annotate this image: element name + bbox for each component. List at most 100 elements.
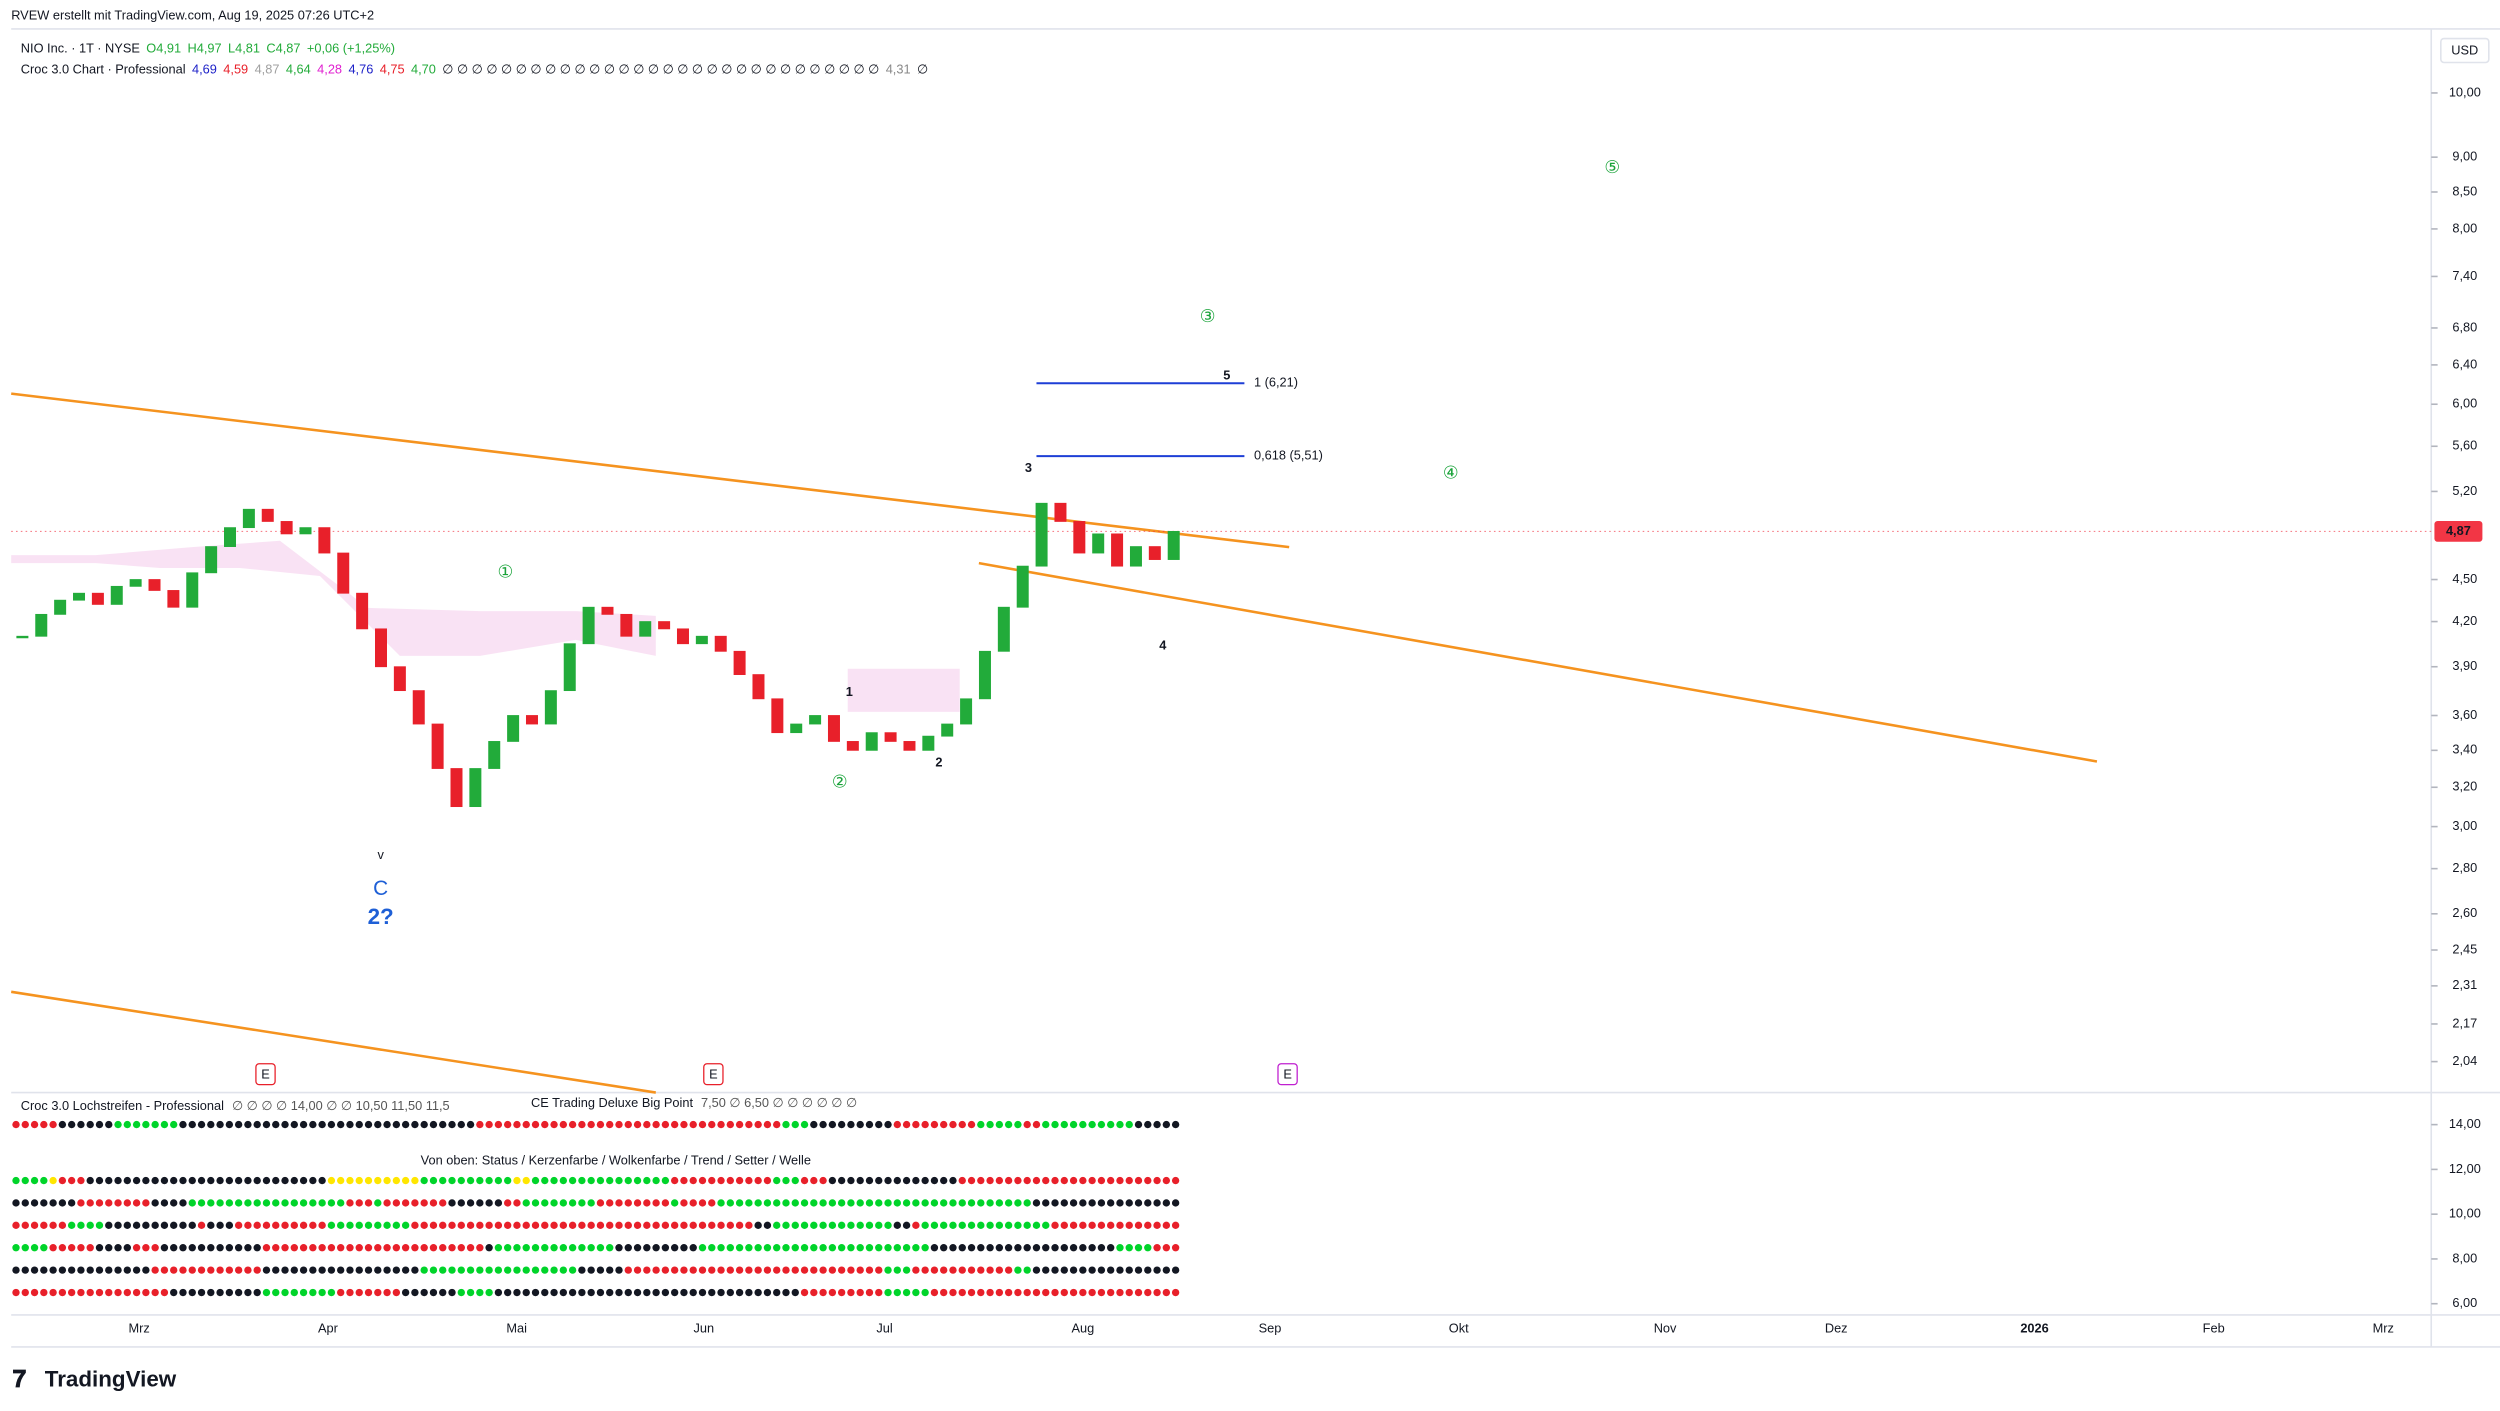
status-dot	[253, 1176, 261, 1185]
status-dot	[578, 1120, 586, 1129]
status-dot	[633, 1266, 642, 1274]
status-dot	[40, 1244, 48, 1252]
status-dot	[735, 1120, 744, 1129]
status-dot	[1107, 1221, 1115, 1230]
status-dot	[726, 1176, 735, 1185]
status-dot	[114, 1266, 122, 1274]
status-dot	[1051, 1221, 1059, 1230]
status-dot	[86, 1221, 94, 1230]
status-dot	[272, 1244, 280, 1252]
status-dot	[559, 1176, 568, 1185]
status-dot	[810, 1244, 818, 1252]
status-dot	[401, 1199, 410, 1207]
status-dot	[875, 1221, 883, 1230]
status-dot	[837, 1244, 846, 1252]
status-dot	[30, 1120, 39, 1129]
y-tick-label: 8,00	[2452, 1250, 2477, 1265]
status-dot	[986, 1199, 994, 1207]
currency-box[interactable]	[2440, 37, 2490, 64]
status-dot	[763, 1176, 772, 1185]
status-dot	[884, 1176, 892, 1185]
status-dot	[578, 1221, 586, 1230]
status-dot	[773, 1199, 781, 1207]
status-dot	[967, 1120, 976, 1129]
status-dot	[550, 1244, 558, 1252]
status-dot	[142, 1266, 150, 1274]
status-dot	[791, 1120, 799, 1129]
x-tick-label: Feb	[2203, 1321, 2225, 1336]
indicator-value: 4,70	[411, 62, 436, 77]
lower-pane-name: Croc 3.0 Lochstreifen - Professional	[21, 1098, 224, 1113]
status-dot	[1060, 1176, 1068, 1185]
status-dot	[977, 1199, 985, 1207]
status-dot	[439, 1176, 447, 1185]
status-dot	[791, 1176, 799, 1185]
status-dot	[531, 1120, 540, 1129]
trend-line[interactable]	[10, 990, 656, 1094]
status-dot	[420, 1120, 428, 1129]
status-dot	[912, 1199, 920, 1207]
status-dot	[624, 1244, 632, 1252]
status-dot	[986, 1244, 994, 1252]
status-dot	[763, 1120, 772, 1129]
status-dot	[930, 1288, 939, 1297]
status-dot	[299, 1120, 308, 1129]
status-dot	[1079, 1288, 1087, 1297]
status-dot	[828, 1244, 837, 1252]
status-dot	[448, 1244, 456, 1252]
status-dot	[782, 1120, 790, 1129]
status-dot	[1134, 1176, 1143, 1185]
status-dot	[244, 1199, 252, 1207]
status-dot	[503, 1120, 512, 1129]
status-dot	[735, 1288, 744, 1297]
status-dot	[476, 1199, 484, 1207]
status-dot	[466, 1120, 475, 1129]
status-dot	[1125, 1266, 1133, 1274]
status-dot	[1107, 1120, 1115, 1129]
status-dot	[86, 1199, 94, 1207]
status-dot	[392, 1266, 401, 1274]
status-dot	[1088, 1288, 1096, 1297]
status-dot	[132, 1244, 141, 1252]
status-dot	[902, 1244, 911, 1252]
y-tick-label: 3,90	[2452, 658, 2477, 673]
indicator-value: 4,75	[380, 62, 405, 77]
status-dot	[1060, 1266, 1068, 1274]
status-dot	[977, 1221, 985, 1230]
status-dot	[49, 1244, 57, 1252]
status-dot	[1116, 1176, 1124, 1185]
status-dot	[114, 1288, 122, 1297]
status-dot	[123, 1266, 131, 1274]
trend-line[interactable]	[978, 561, 2098, 763]
status-dot	[912, 1288, 920, 1297]
status-dot	[1153, 1176, 1161, 1185]
status-dot	[615, 1244, 623, 1252]
status-dot	[995, 1266, 1004, 1274]
status-dot	[67, 1266, 76, 1274]
status-dot	[606, 1120, 614, 1129]
status-dot	[949, 1176, 957, 1185]
brand[interactable]: TradingView	[45, 1366, 177, 1391]
status-dot	[708, 1199, 716, 1207]
candle	[507, 715, 520, 742]
status-dot	[318, 1199, 326, 1207]
status-dot	[856, 1120, 864, 1129]
status-dot	[188, 1244, 196, 1252]
status-dot	[503, 1176, 512, 1185]
earnings-label: E	[709, 1066, 718, 1081]
ohlc-value: C4,87	[266, 41, 300, 56]
status-dot	[596, 1244, 605, 1252]
y-tick-label: 2,60	[2452, 905, 2477, 920]
status-dot	[1088, 1176, 1096, 1185]
status-dot	[1004, 1288, 1013, 1297]
status-dot	[77, 1199, 85, 1207]
status-dot	[1032, 1244, 1041, 1252]
status-dot	[995, 1221, 1004, 1230]
status-dot	[494, 1176, 503, 1185]
status-dot	[86, 1244, 94, 1252]
symbol: NIO Inc. · 1T · NYSE	[21, 41, 140, 56]
status-dot	[1004, 1244, 1013, 1252]
status-dot	[476, 1120, 484, 1129]
status-dot	[1060, 1120, 1068, 1129]
candle	[1129, 546, 1142, 567]
